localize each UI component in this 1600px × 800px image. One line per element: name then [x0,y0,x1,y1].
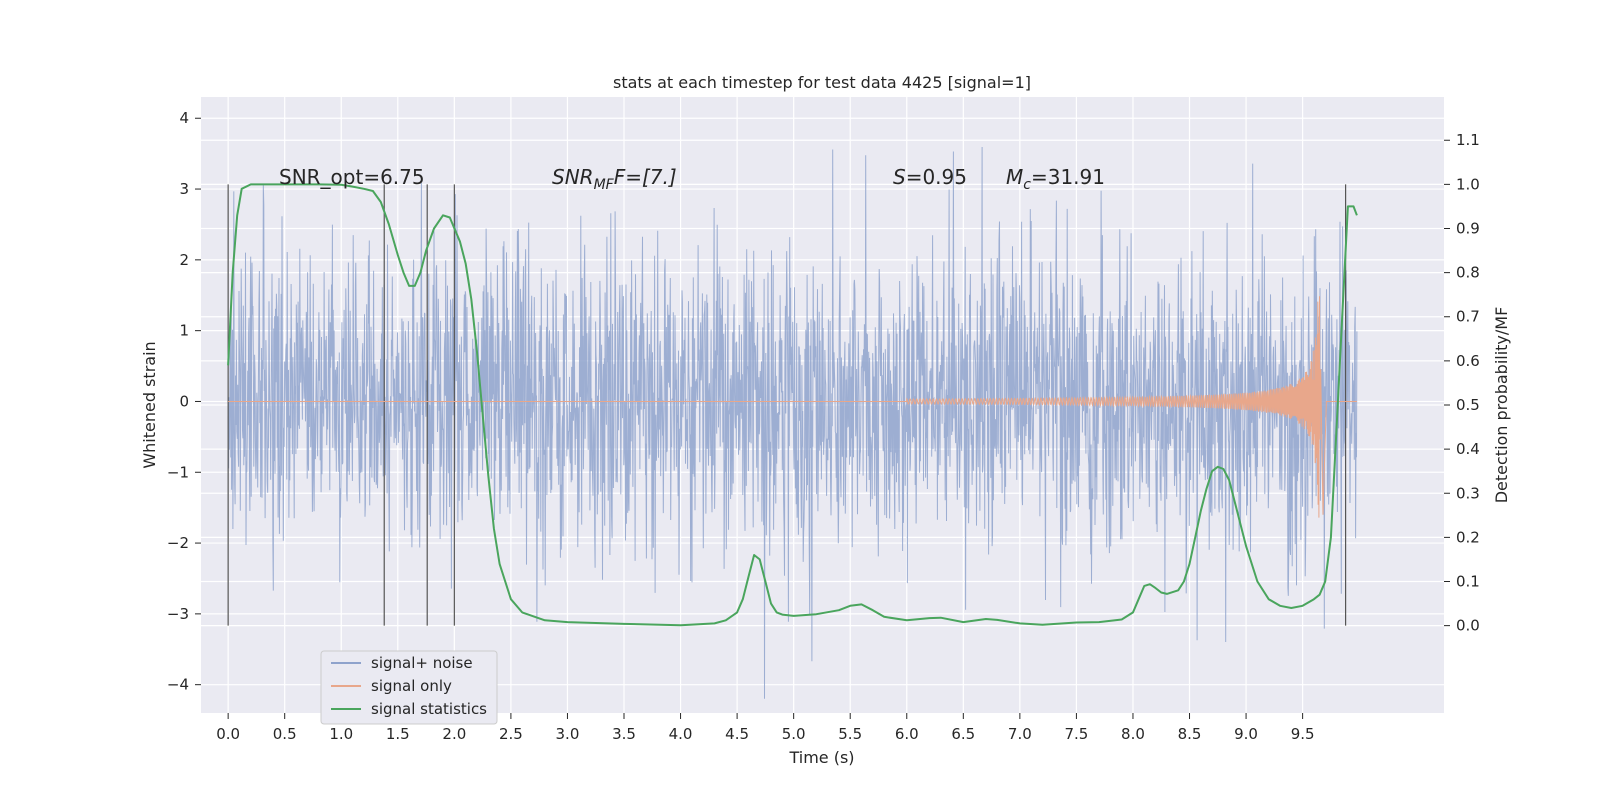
y-tick-label: 1 [179,322,189,340]
mc-value: =31.91 [1031,165,1105,189]
y2-tick-label: 0.7 [1456,308,1480,326]
x-tick-label: 8.0 [1121,725,1145,743]
legend-label-stats: signal statistics [371,700,487,718]
annotation-s: S=0.95 [893,165,967,189]
x-tick-label: 2.0 [442,725,466,743]
s-value: =0.95 [906,165,967,189]
y2-tick-label: 0.1 [1456,573,1480,591]
x-tick-label: 1.0 [329,725,353,743]
y-axis-ticks: 4 3 2 1 0 −1 −2 −3 −4 [167,109,201,694]
annotation-mc: Mc=31.91 [1006,165,1105,193]
y-tick-label: −3 [167,605,189,623]
annotation-snr-mf: SNRMFF=[7.] [552,165,677,193]
x-axis-label: Time (s) [788,748,854,767]
annotation-snr-opt: SNR_opt=6.75 [279,165,425,189]
legend-box [320,650,498,725]
chart-title: stats at each timestep for test data 442… [613,73,1031,92]
y2-tick-label: 0.0 [1456,617,1480,635]
x-tick-label: 4.5 [725,725,749,743]
y-tick-label: 4 [179,109,189,127]
y-tick-label: 2 [179,251,189,269]
y2-tick-label: 0.5 [1456,396,1480,414]
signal-only-series [228,296,1357,518]
x-tick-label: 8.5 [1178,725,1202,743]
noise-line [227,146,1358,699]
x-tick-label: 6.0 [895,725,919,743]
y-tick-label: −2 [167,534,189,552]
y-tick-label: 0 [179,392,189,410]
x-tick-label: 7.0 [1008,725,1032,743]
signal-statistics-line [227,183,1358,627]
y2-tick-label: 0.2 [1456,528,1480,546]
snr-mf-value: F=[7.] [614,165,677,189]
x-tick-label: 7.5 [1064,725,1088,743]
x-tick-label: 9.0 [1234,725,1258,743]
y2-tick-label: 1.1 [1456,131,1480,149]
signal-only-line [228,296,1357,518]
y-axis-label: Whitened strain [140,341,159,468]
x-tick-label: 2.5 [499,725,523,743]
x-tick-label: 6.5 [951,725,975,743]
x-tick-label: 3.0 [556,725,580,743]
snr-mf-sub: MF [594,177,615,193]
s-var: S [893,165,906,189]
x-axis-ticks: 0.0 0.5 1.0 1.5 2.0 2.5 3.0 3.5 4.0 4.5 5.0 5.5 6.0 6… [216,713,1315,743]
x-tick-label: 5.0 [782,725,806,743]
x-tick-label: 4.0 [669,725,693,743]
y-tick-label: 3 [179,180,189,198]
x-tick-label: 0.5 [273,725,297,743]
y2-tick-label: 1.0 [1456,175,1480,193]
mc-main: M [1006,165,1023,189]
y2-axis-ticks: 1.1 1.0 0.9 0.8 0.7 0.6 0.5 0.4 0.3 0.2 0.1 0.0 [1444,131,1480,635]
y2-axis-label: Detection probability/MF [1492,307,1511,504]
y2-tick-label: 0.9 [1456,219,1480,237]
x-tick-label: 1.5 [386,725,410,743]
legend-label-signal: signal only [371,677,452,695]
x-tick-label: 0.0 [216,725,240,743]
y-tick-label: −1 [167,463,189,481]
y2-tick-label: 0.4 [1456,440,1480,458]
mc-sub: c [1023,177,1031,193]
signal-statistics-series [227,183,1358,627]
x-tick-label: 5.5 [838,725,862,743]
y2-tick-label: 0.8 [1456,264,1480,282]
y2-tick-label: 0.6 [1456,352,1480,370]
x-tick-label: 9.5 [1291,725,1315,743]
signal-noise-series [227,146,1358,699]
y2-tick-label: 0.3 [1456,484,1480,502]
legend: signal+ noise signal only signal statist… [320,650,498,725]
x-tick-label: 3.5 [612,725,636,743]
legend-label-noise: signal+ noise [371,654,473,672]
snr-mf-main: SNR [552,165,594,189]
y-tick-label: −4 [167,676,189,694]
